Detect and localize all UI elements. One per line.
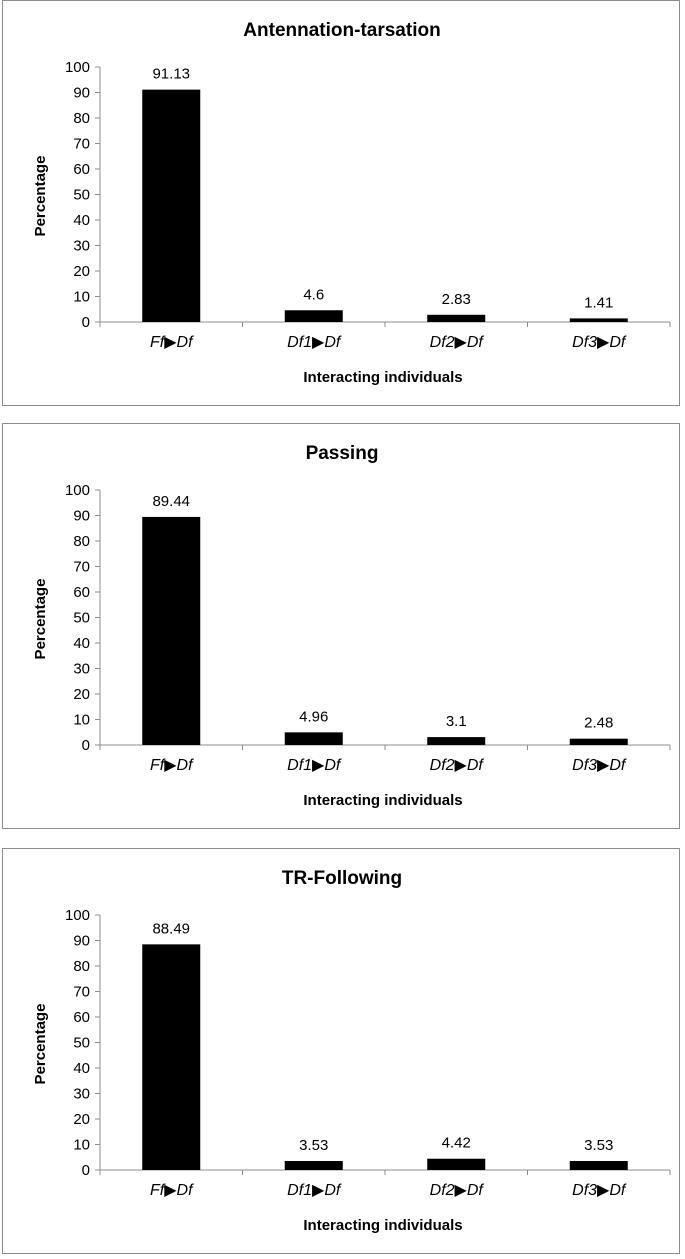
bar [569,738,628,745]
x-category-label: Df3▶Df [572,1182,627,1199]
data-label: 2.83 [442,291,471,308]
chart-panel-passing: Passing Percentage Interacting individua… [2,423,680,829]
y-tick-label: 0 [82,737,90,754]
x-category-label: Df3▶Df [572,334,627,351]
chart-title: Antennation-tarsation [243,20,440,41]
y-axis-title: Percentage [32,156,49,237]
chart-marks: 0 10 20 30 40 50 60 70 80 90 100 88.49 Ff▶Df 3.53 Df1▶… [65,907,671,1199]
y-tick-label: 50 [73,1035,90,1052]
bar [142,89,201,322]
y-tick-label: 100 [65,907,90,924]
y-axis-title: Percentage [32,579,49,660]
y-tick-label: 40 [73,212,90,229]
x-category-label: Df2▶Df [430,757,485,774]
y-axis-title: Percentage [32,1004,49,1085]
data-label: 89.44 [152,493,190,510]
y-tick-label: 0 [82,314,90,331]
y-tick-label: 40 [73,635,90,652]
data-label: 4.6 [303,286,324,303]
bar [427,314,486,322]
y-tick-label: 20 [73,686,90,703]
y-tick-label: 30 [73,1086,90,1103]
x-category-label: Df2▶Df [430,1182,485,1199]
y-tick-label: 30 [73,238,90,255]
y-tick-label: 60 [73,584,90,601]
y-tick-label: 10 [73,712,90,729]
y-tick-label: 20 [73,263,90,280]
y-tick-label: 70 [73,136,90,153]
chart-panel-antennation-tarsation: Antennation-tarsation Percentage Interac… [2,0,680,406]
bar [142,516,201,745]
x-category-label: Df3▶Df [572,757,627,774]
bar [284,1160,343,1170]
y-tick-label: 10 [73,1137,90,1154]
x-category-label: Ff▶Df [150,757,194,774]
x-category-label: Df1▶Df [287,757,342,774]
bar-chart-tr-following: TR-Following Percentage Interacting indi… [32,868,671,1234]
y-tick-label: 60 [73,161,90,178]
data-label: 1.41 [584,294,613,311]
y-tick-label: 40 [73,1060,90,1077]
x-category-label: Df1▶Df [287,334,342,351]
data-label: 91.13 [152,66,190,83]
data-label: 3.1 [446,713,467,730]
y-tick-label: 100 [65,59,90,76]
data-label: 3.53 [299,1137,328,1154]
bar [284,732,343,745]
data-label: 3.53 [584,1137,613,1154]
data-label: 4.96 [299,708,328,725]
y-tick-label: 90 [73,508,90,525]
bar-chart-passing: Passing Percentage Interacting individua… [32,443,671,809]
bar [569,1160,628,1170]
y-tick-label: 80 [73,110,90,127]
y-tick-label: 80 [73,958,90,975]
data-label: 2.48 [584,715,613,732]
y-tick-label: 50 [73,187,90,204]
x-axis-title: Interacting individuals [303,792,462,809]
x-category-label: Ff▶Df [150,1182,194,1199]
y-tick-label: 100 [65,482,90,499]
x-category-label: Df2▶Df [430,334,485,351]
y-tick-label: 20 [73,1111,90,1128]
bar [569,318,628,322]
y-tick-label: 90 [73,933,90,950]
x-category-label: Ff▶Df [150,334,194,351]
data-label: 4.42 [442,1135,471,1152]
chart-title: TR-Following [282,868,402,889]
y-tick-label: 50 [73,610,90,627]
chart-title: Passing [306,443,379,464]
y-tick-label: 10 [73,289,90,306]
chart-marks: 0 10 20 30 40 50 60 70 80 90 100 89.44 Ff▶Df 4.96 Df1▶… [65,482,671,774]
bar [284,310,343,322]
y-tick-label: 70 [73,984,90,1001]
y-tick-label: 90 [73,85,90,102]
bar [427,737,486,745]
x-axis-title: Interacting individuals [303,369,462,386]
y-tick-label: 70 [73,559,90,576]
y-tick-label: 0 [82,1162,90,1179]
bar-chart-antennation-tarsation: Antennation-tarsation Percentage Interac… [32,20,671,386]
bar [427,1158,486,1170]
bar [142,944,201,1170]
chart-marks: 0 10 20 30 40 50 60 70 80 90 100 91.13 Ff▶Df 4.6 Df1▶D… [65,59,671,351]
y-tick-label: 80 [73,533,90,550]
x-category-label: Df1▶Df [287,1182,342,1199]
x-axis-title: Interacting individuals [303,1217,462,1234]
data-label: 88.49 [152,920,190,937]
y-tick-label: 30 [73,661,90,678]
chart-panel-tr-following: TR-Following Percentage Interacting indi… [2,848,680,1254]
y-tick-label: 60 [73,1009,90,1026]
